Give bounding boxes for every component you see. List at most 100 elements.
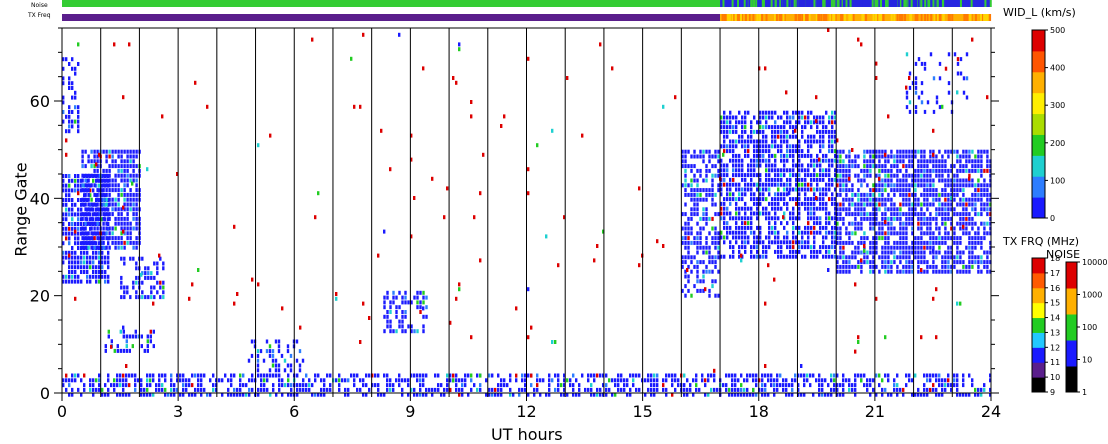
echo-cell	[797, 383, 800, 388]
echo-cell	[590, 373, 593, 378]
echo-cell	[353, 373, 356, 378]
echo-cell	[923, 149, 926, 154]
echo-cell	[123, 183, 126, 188]
echo-cell	[605, 387, 608, 392]
echo-cell	[878, 255, 881, 260]
echo-cell	[923, 202, 926, 207]
echo-cell	[938, 159, 941, 164]
echo-cell	[404, 295, 407, 300]
echo-cell	[765, 158, 768, 163]
echo-cell	[696, 279, 699, 284]
echo-cell	[825, 235, 828, 240]
echo-cell	[74, 373, 77, 378]
echo-cell	[842, 383, 845, 388]
echo-cell	[935, 188, 938, 193]
echo-cell	[896, 264, 899, 269]
echo-cell	[77, 105, 80, 110]
echo-cell	[831, 225, 834, 230]
echo-cell	[866, 260, 869, 265]
echo-cell	[716, 387, 719, 392]
echo-cell	[95, 183, 98, 188]
echo-cell	[128, 383, 131, 388]
echo-cell	[770, 383, 773, 388]
echo-cell	[774, 197, 777, 202]
echo-cell	[696, 183, 699, 188]
echo-cell	[551, 340, 554, 344]
noise-bar-speckle-mark	[845, 0, 848, 7]
echo-cell	[89, 241, 92, 246]
echo-cell	[887, 255, 890, 260]
echo-cell	[816, 129, 819, 134]
echo-cell	[747, 173, 750, 178]
echo-cell	[83, 231, 86, 236]
echo-cell	[723, 110, 726, 115]
echo-cell	[71, 110, 74, 114]
echo-cell	[108, 197, 111, 202]
echo-cell	[863, 231, 866, 236]
echo-cell	[896, 216, 899, 221]
echo-cell	[155, 383, 158, 388]
echo-cell	[842, 245, 845, 250]
echo-cell	[989, 207, 992, 212]
echo-cell	[929, 216, 932, 221]
echo-cell	[842, 260, 845, 265]
echo-cell	[816, 187, 819, 192]
echo-cell	[656, 239, 659, 244]
echo-cell	[107, 217, 110, 222]
echo-cell	[980, 392, 983, 397]
echo-cell	[902, 197, 905, 202]
echo-cell	[132, 212, 135, 217]
echo-cell	[389, 300, 392, 305]
echo-cell	[989, 212, 992, 217]
txfreq-bar-speckle-mark	[851, 14, 854, 21]
echo-cell	[821, 378, 824, 383]
echo-cell	[735, 225, 738, 230]
echo-cell	[878, 164, 881, 169]
echo-cell	[768, 153, 771, 158]
txfreq-bar-speckle-mark	[817, 14, 820, 21]
echo-cell	[854, 207, 857, 212]
echo-cell	[920, 236, 923, 241]
echo-cell	[101, 250, 104, 255]
echo-cell	[890, 269, 893, 274]
echo-cell	[819, 173, 822, 178]
echo-cell	[129, 149, 132, 154]
echo-cell	[717, 269, 720, 274]
echo-cell	[911, 260, 914, 265]
echo-cell	[884, 197, 887, 202]
echo-cell	[759, 187, 762, 192]
echo-cell	[932, 236, 935, 241]
noise-bar-speckle-mark	[904, 0, 907, 7]
echo-cell	[872, 216, 875, 221]
noise-bar-speckle-mark	[807, 0, 810, 7]
echo-cell	[89, 279, 92, 284]
echo-cell	[923, 260, 926, 265]
echo-cell	[986, 255, 989, 260]
echo-cell	[132, 154, 135, 159]
echo-cell	[839, 183, 842, 188]
echo-cell	[617, 373, 620, 378]
echo-cell	[524, 373, 527, 378]
echo-cell	[819, 134, 822, 139]
echo-cell	[446, 378, 449, 383]
echo-cell	[717, 159, 720, 164]
echo-cell	[920, 268, 923, 272]
echo-cell	[711, 164, 714, 169]
echo-cell	[941, 221, 944, 226]
echo-cell	[798, 139, 801, 144]
echo-cell	[920, 212, 923, 217]
echo-cell	[762, 197, 765, 202]
echo-cell	[65, 183, 68, 188]
echo-cell	[839, 202, 842, 207]
echo-cell	[804, 173, 807, 178]
echo-cell	[798, 177, 801, 182]
txfreq-bar-speckle-mark	[904, 14, 907, 21]
echo-cell	[83, 202, 86, 207]
echo-cell	[74, 255, 77, 260]
echo-cell	[80, 279, 83, 284]
echo-cell	[989, 178, 992, 183]
echo-cell	[836, 207, 839, 212]
echo-cell	[863, 212, 866, 217]
echo-cell	[929, 250, 932, 255]
echo-cell	[938, 240, 941, 245]
